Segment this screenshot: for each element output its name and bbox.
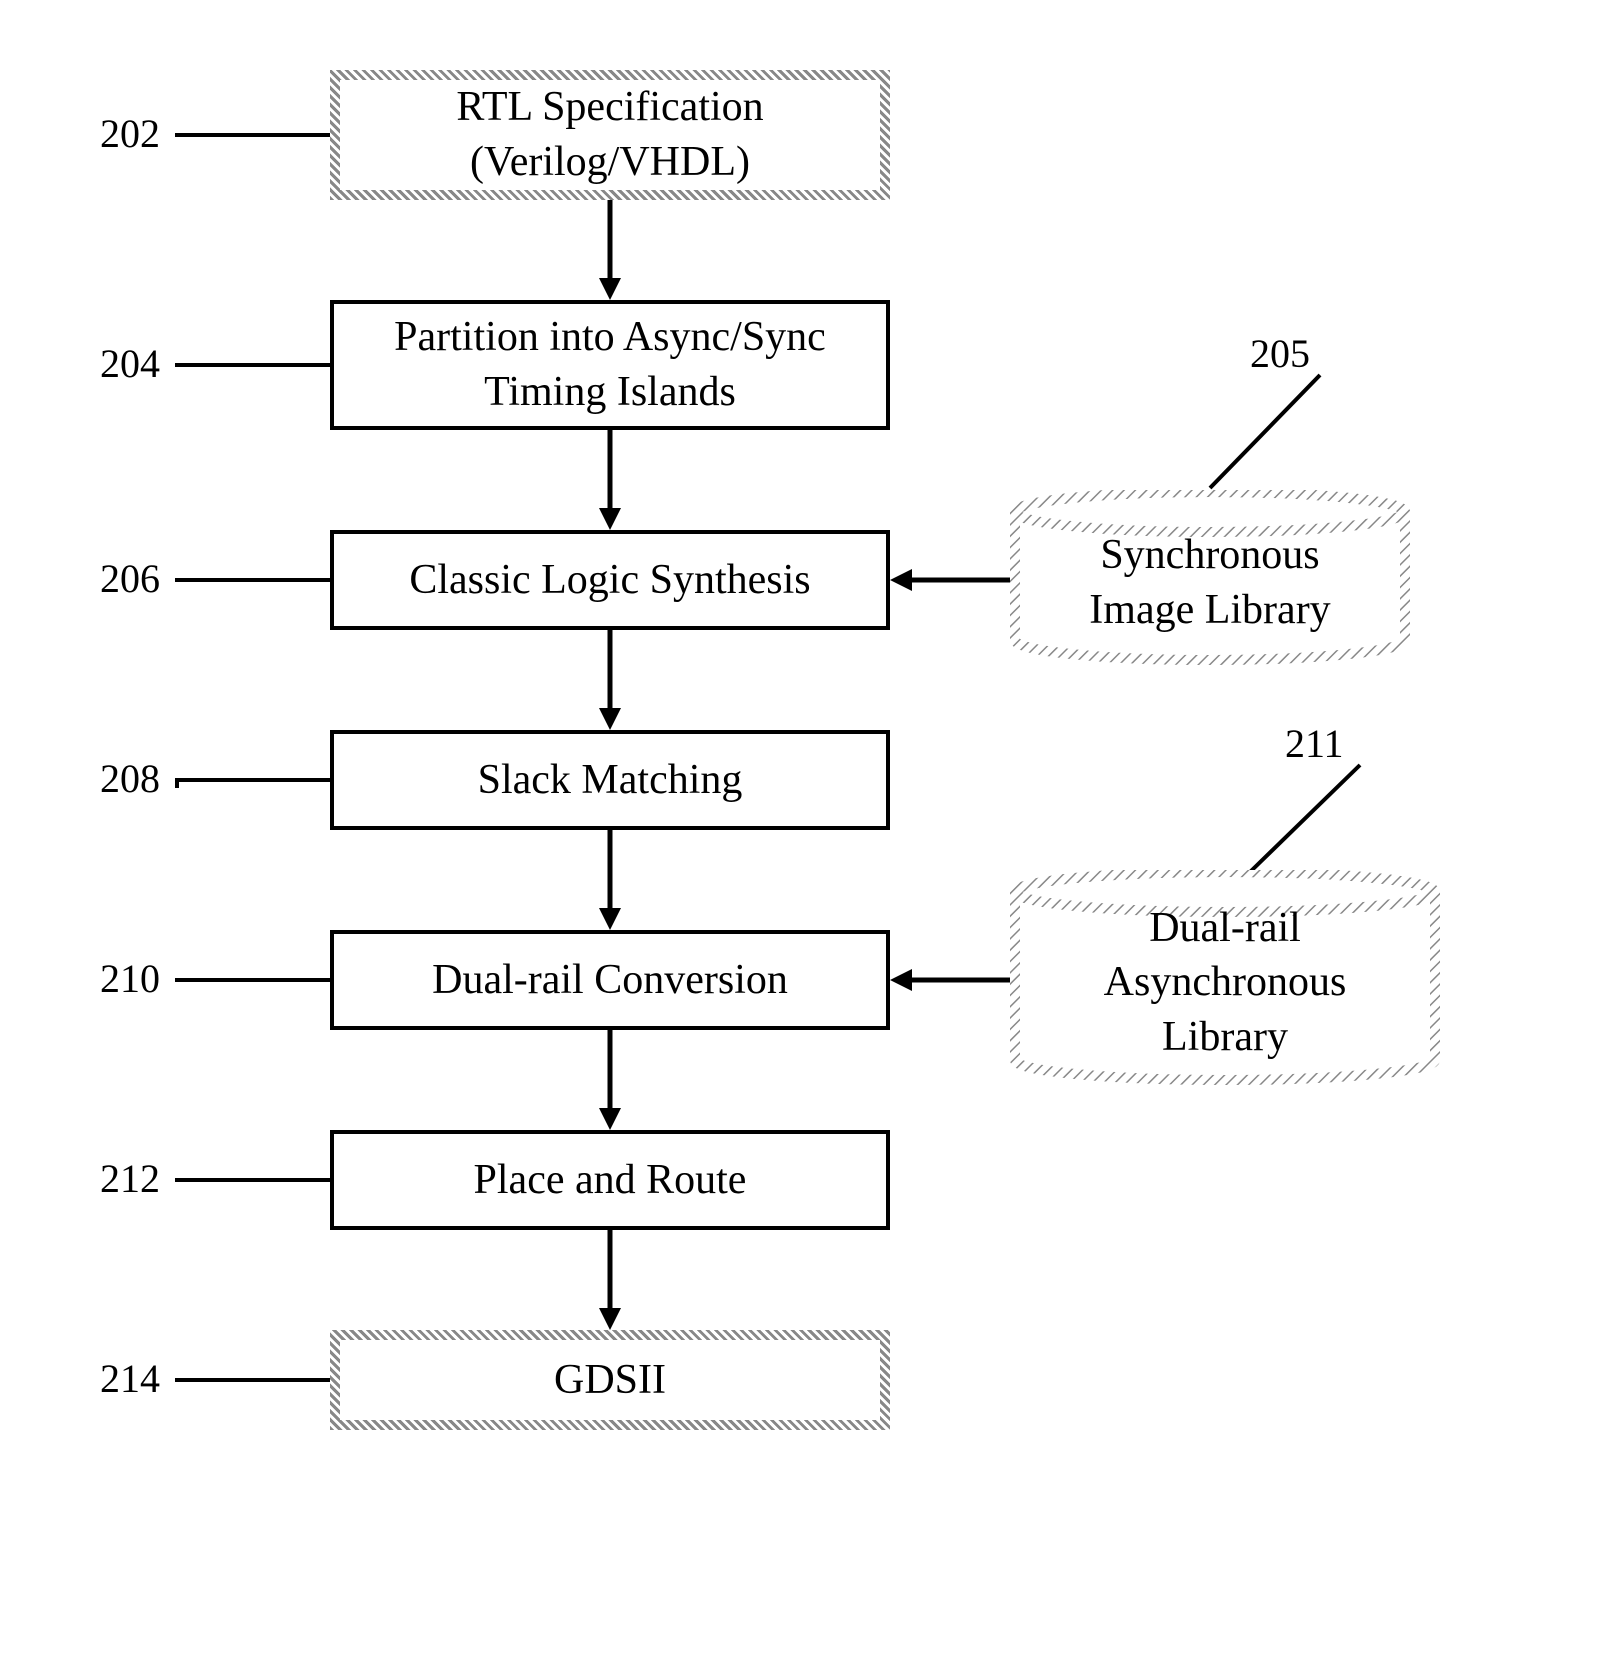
- connector-line-208: [175, 778, 330, 788]
- node-dual-rail: Dual-rail Conversion: [330, 930, 890, 1030]
- arrow-212-214: [595, 1230, 625, 1330]
- label-208: 208: [100, 755, 160, 802]
- callout-line-205: [1200, 370, 1330, 490]
- label-206: 206: [100, 555, 160, 602]
- node-partition-text: Partition into Async/SyncTiming Islands: [394, 310, 826, 419]
- node-place-route-text: Place and Route: [474, 1153, 747, 1208]
- arrow-204-206: [595, 430, 625, 530]
- arrow-210-212: [595, 1030, 625, 1130]
- node-sync-library-text: SynchronousImage Library: [1089, 528, 1330, 637]
- connector-line-204: [175, 363, 330, 367]
- connector-line-210: [175, 978, 330, 982]
- label-214: 214: [100, 1355, 160, 1402]
- node-dual-rail-text: Dual-rail Conversion: [432, 953, 788, 1008]
- node-slack-matching: Slack Matching: [330, 730, 890, 830]
- callout-line-211: [1240, 760, 1370, 875]
- node-gdsii-text: GDSII: [554, 1353, 666, 1408]
- node-logic-synthesis: Classic Logic Synthesis: [330, 530, 890, 630]
- node-async-library-text: Dual-railAsynchronousLibrary: [1104, 901, 1347, 1065]
- label-202: 202: [100, 110, 160, 157]
- node-slack-matching-text: Slack Matching: [478, 753, 743, 808]
- node-place-route: Place and Route: [330, 1130, 890, 1230]
- node-rtl-spec: RTL Specification(Verilog/VHDL): [330, 70, 890, 200]
- connector-line-202: [175, 133, 330, 137]
- connector-line-212: [175, 1178, 330, 1182]
- arrow-206-208: [595, 630, 625, 730]
- node-async-library: Dual-railAsynchronousLibrary: [1010, 870, 1440, 1085]
- arrow-205-206: [890, 565, 1010, 595]
- node-gdsii: GDSII: [330, 1330, 890, 1430]
- connector-line-206: [175, 578, 330, 582]
- arrow-211-210: [890, 965, 1010, 995]
- connector-line-214: [175, 1378, 330, 1382]
- label-212: 212: [100, 1155, 160, 1202]
- arrow-208-210: [595, 830, 625, 930]
- label-210: 210: [100, 955, 160, 1002]
- node-partition: Partition into Async/SyncTiming Islands: [330, 300, 890, 430]
- arrow-202-204: [595, 200, 625, 300]
- label-204: 204: [100, 340, 160, 387]
- node-rtl-spec-text: RTL Specification(Verilog/VHDL): [456, 80, 763, 189]
- node-sync-library: SynchronousImage Library: [1010, 490, 1410, 665]
- node-logic-synthesis-text: Classic Logic Synthesis: [409, 553, 810, 608]
